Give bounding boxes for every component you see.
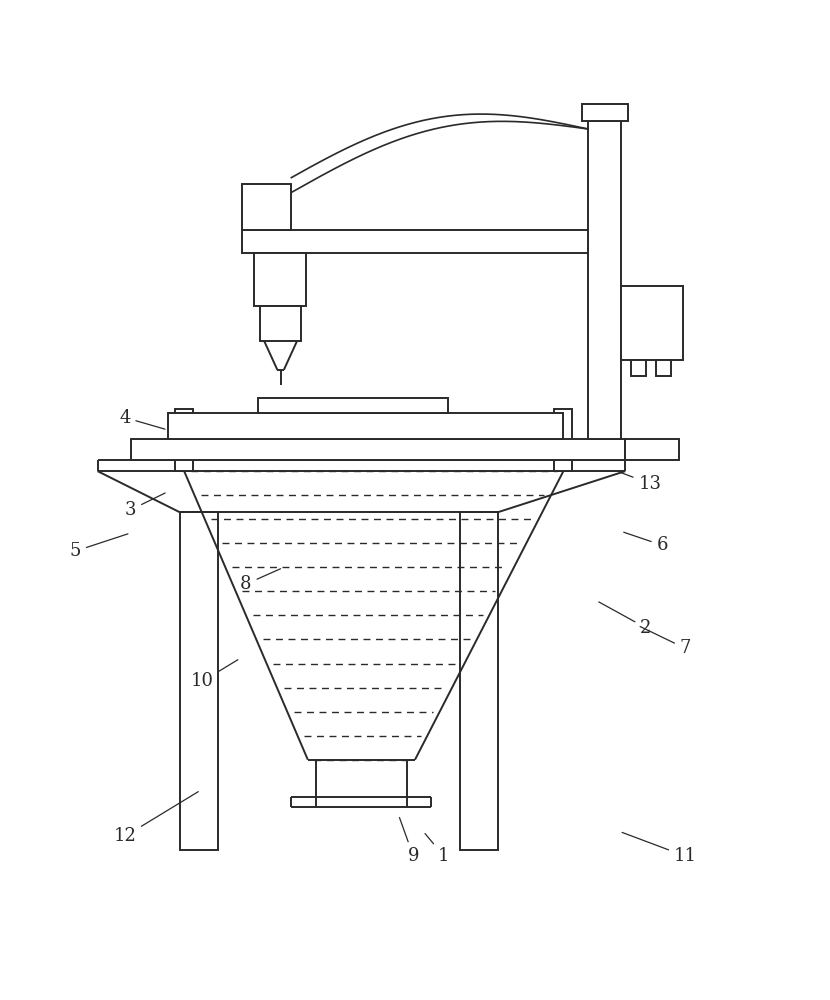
Bar bbox=[242, 230, 588, 253]
Bar bbox=[656, 360, 671, 376]
Text: 13: 13 bbox=[619, 472, 662, 493]
Bar bbox=[621, 286, 683, 360]
Text: 10: 10 bbox=[191, 660, 238, 690]
Text: 7: 7 bbox=[640, 627, 691, 657]
Bar bbox=[554, 409, 573, 471]
Text: 6: 6 bbox=[623, 532, 668, 554]
Bar bbox=[175, 409, 193, 471]
Bar bbox=[631, 360, 646, 376]
Text: 5: 5 bbox=[70, 534, 128, 560]
Text: 9: 9 bbox=[399, 818, 419, 865]
Text: 8: 8 bbox=[240, 569, 281, 593]
Text: 11: 11 bbox=[622, 832, 697, 865]
Bar bbox=[180, 512, 218, 850]
Bar bbox=[625, 439, 679, 460]
Bar bbox=[260, 306, 301, 341]
Bar bbox=[461, 512, 498, 850]
Text: 12: 12 bbox=[114, 792, 198, 845]
Bar bbox=[258, 398, 448, 413]
Text: 3: 3 bbox=[124, 493, 165, 519]
Bar bbox=[168, 413, 564, 439]
Bar bbox=[588, 121, 621, 439]
Bar bbox=[582, 104, 627, 121]
Text: 1: 1 bbox=[425, 834, 450, 865]
Bar bbox=[242, 184, 291, 230]
Bar bbox=[254, 253, 306, 306]
Text: 4: 4 bbox=[120, 409, 165, 429]
Text: 2: 2 bbox=[598, 602, 652, 637]
Bar bbox=[130, 439, 625, 460]
